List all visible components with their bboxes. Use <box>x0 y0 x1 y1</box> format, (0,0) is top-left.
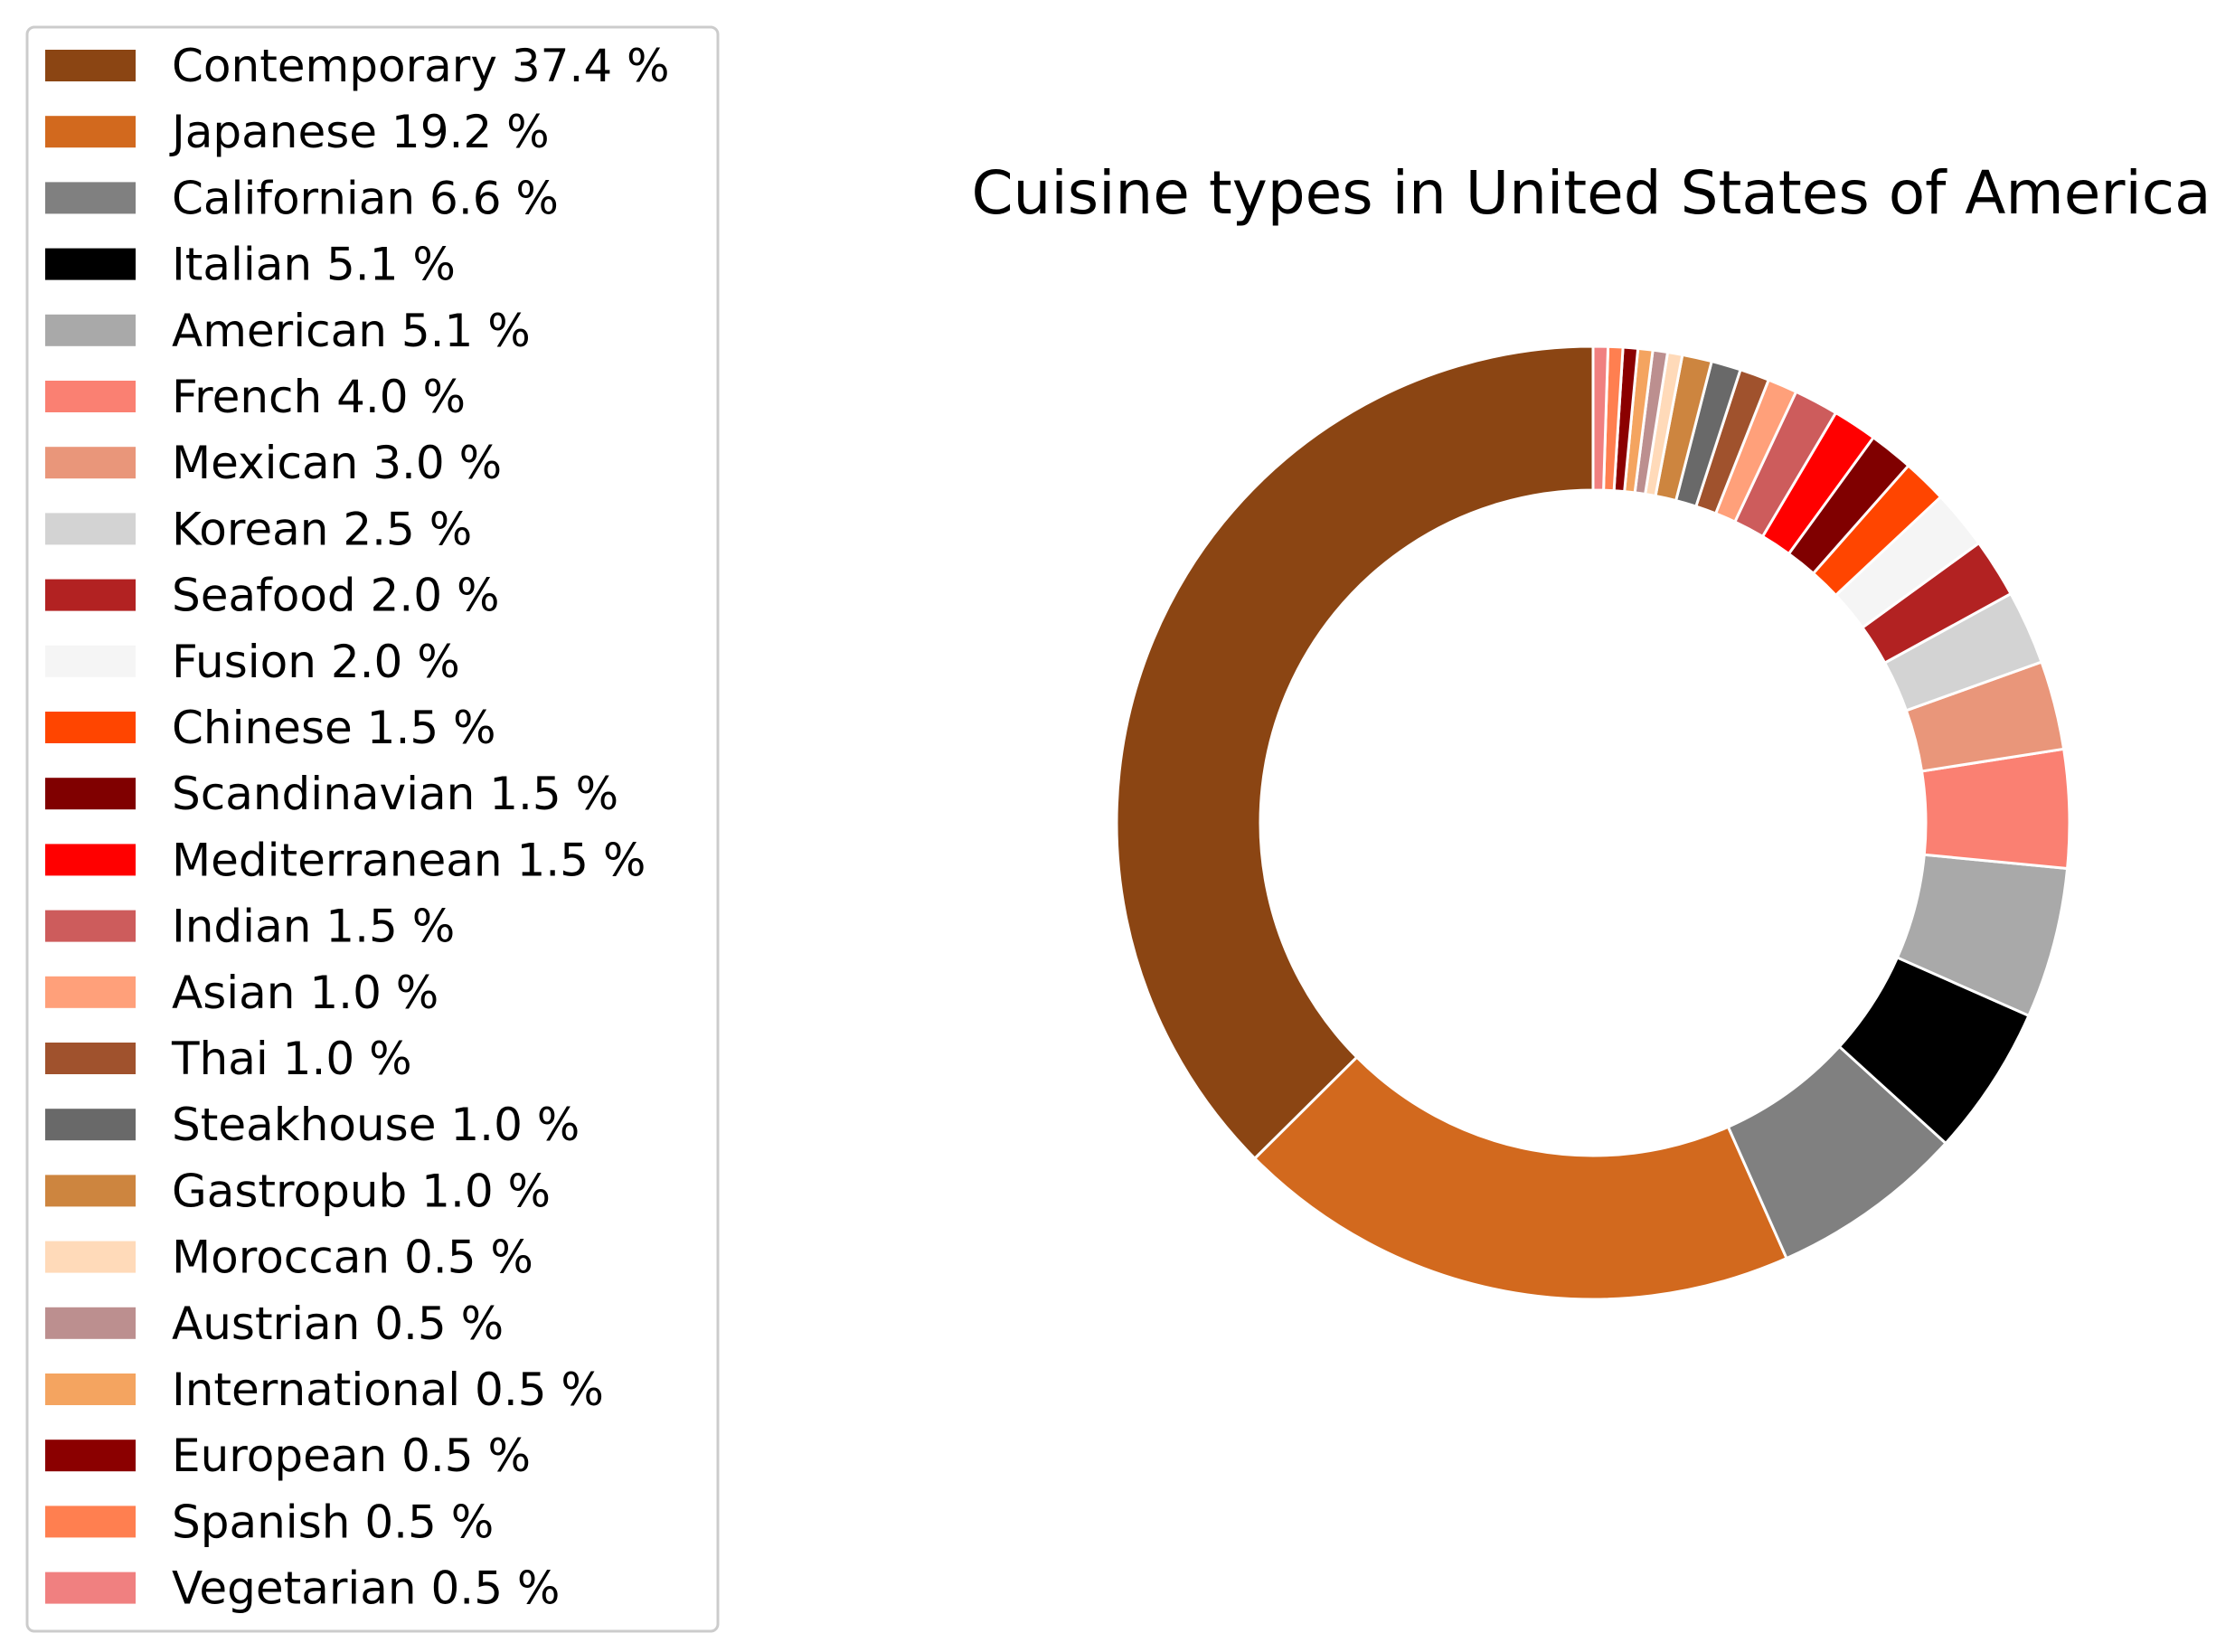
legend-swatch <box>45 844 136 876</box>
legend: Contemporary 37.4 % Japanese 19.2 % Califo… <box>45 40 670 1615</box>
legend-label: Moroccan 0.5 % <box>172 1232 533 1284</box>
legend-label: Italian 5.1 % <box>172 239 456 291</box>
legend-swatch <box>45 1440 136 1472</box>
donut-slices <box>1115 345 2071 1301</box>
legend-swatch <box>45 116 136 148</box>
legend-label: International 0.5 % <box>172 1364 604 1416</box>
legend-label: American 5.1 % <box>172 305 531 357</box>
legend-label: Mediterranean 1.5 % <box>172 834 646 886</box>
legend-swatch <box>45 910 136 942</box>
legend-swatch <box>45 1109 136 1141</box>
legend-label: Scandinavian 1.5 % <box>172 768 618 820</box>
legend-swatch <box>45 579 136 611</box>
legend-swatch <box>45 447 136 479</box>
slice-contemporary <box>1115 345 1595 1161</box>
legend-swatch <box>45 1307 136 1339</box>
legend-swatch <box>45 778 136 810</box>
legend-label: Indian 1.5 % <box>172 901 455 953</box>
legend-label: Contemporary 37.4 % <box>172 40 670 92</box>
legend-label: Fusion 2.0 % <box>172 636 460 688</box>
legend-swatch <box>45 50 136 81</box>
legend-label: Californian 6.6 % <box>172 172 559 224</box>
legend-swatch <box>45 1572 136 1604</box>
legend-swatch <box>45 1374 136 1405</box>
legend-swatch <box>45 248 136 280</box>
legend-swatch <box>45 381 136 412</box>
legend-swatch <box>45 513 136 545</box>
legend-swatch <box>45 1506 136 1538</box>
legend-swatch <box>45 182 136 214</box>
legend-label: Thai 1.0 % <box>171 1033 412 1085</box>
legend-label: Seafood 2.0 % <box>172 570 499 622</box>
legend-label: Chinese 1.5 % <box>172 702 496 754</box>
legend-label: Mexican 3.0 % <box>172 437 502 489</box>
slice-japanese <box>1252 1055 1789 1301</box>
legend-label: Japanese 19.2 % <box>169 106 550 158</box>
legend-label: Asian 1.0 % <box>172 967 439 1019</box>
legend-label: Austrian 0.5 % <box>172 1298 504 1350</box>
legend-frame <box>25 25 720 1633</box>
legend-swatch <box>45 1241 136 1273</box>
legend-label: European 0.5 % <box>172 1430 531 1482</box>
legend-swatch <box>45 1175 136 1207</box>
legend-label: French 4.0 % <box>172 371 466 423</box>
legend-swatch <box>45 314 136 346</box>
legend-label: Korean 2.5 % <box>172 503 472 555</box>
legend-label: Spanish 0.5 % <box>172 1496 494 1548</box>
legend-swatch <box>45 1043 136 1074</box>
legend-label: Steakhouse 1.0 % <box>172 1099 580 1151</box>
legend-swatch <box>45 712 136 743</box>
slice-vegetarian <box>1591 345 1610 492</box>
legend-swatch <box>45 976 136 1008</box>
chart-title: Cuisine types in United States of Americ… <box>971 158 2211 228</box>
legend-swatch <box>45 645 136 677</box>
legend-label: Gastropub 1.0 % <box>172 1165 551 1217</box>
legend-label: Vegetarian 0.5 % <box>172 1562 560 1615</box>
